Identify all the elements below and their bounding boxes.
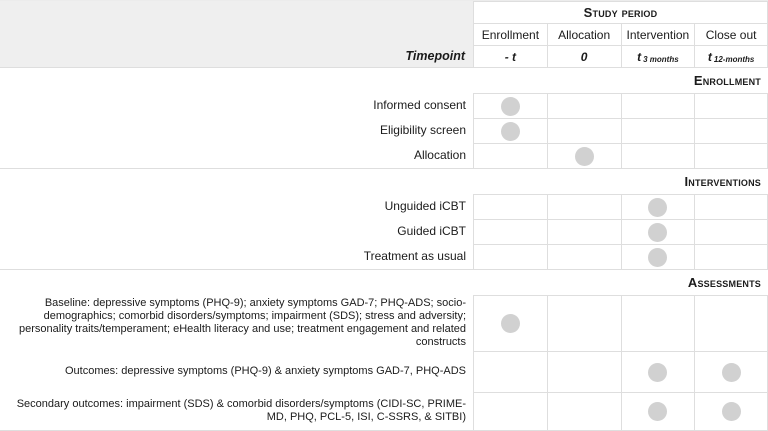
schedule-cell	[694, 351, 768, 392]
schedule-cell	[694, 194, 768, 219]
row-label: Allocation	[413, 148, 466, 162]
header-row-study-period: Study period	[0, 1, 768, 23]
schedule-cell	[546, 295, 621, 351]
schedule-cell	[546, 118, 621, 143]
table-row: Secondary outcomes: impairment (SDS) & c…	[0, 392, 768, 430]
timepoint-symbol: t	[707, 49, 712, 64]
activity-dot	[648, 222, 668, 242]
row-label: Secondary outcomes: impairment (SDS) & c…	[16, 398, 466, 423]
schedule-cell	[546, 143, 621, 168]
column-header-close-out: Close out	[694, 23, 768, 45]
schedule-cell	[620, 143, 695, 168]
timepoint-symbol: - t	[504, 49, 517, 64]
timepoint-cell-0: - t	[473, 45, 547, 67]
schedule-sections: Enrollment Informed consent Eligibility sc…	[0, 67, 768, 431]
column-header-intervention: Intervention	[620, 23, 695, 45]
schedule-cell	[546, 219, 621, 244]
timepoint-label: Timepoint	[0, 45, 473, 67]
table-row: Outcomes: depressive symptoms (PHQ-9) & …	[0, 351, 768, 392]
table-row: Allocation	[0, 143, 768, 168]
section-interventions: Interventions Unguided iCBT Guided iCBT Tre…	[0, 168, 768, 269]
schedule-cell	[620, 351, 695, 392]
row-label: Guided iCBT	[397, 224, 466, 238]
table-row: Baseline: depressive symptoms (PHQ-9); a…	[0, 295, 768, 351]
schedule-cell	[473, 143, 547, 168]
section-title-interventions: Interventions	[0, 168, 768, 194]
section-rows: Unguided iCBT Guided iCBT Treatment as usu…	[0, 194, 768, 269]
schedule-cell	[620, 219, 695, 244]
row-label: Treatment as usual	[363, 249, 466, 263]
schedule-cell	[694, 93, 768, 118]
timepoint-subscript: 3 months	[643, 55, 679, 64]
schedule-cell	[546, 93, 621, 118]
schedule-cell	[620, 244, 695, 269]
activity-dot	[648, 362, 668, 382]
header-corner	[0, 1, 473, 23]
section-title-assessments: Assessments	[0, 269, 768, 295]
section-enrollment: Enrollment Informed consent Eligibility sc…	[0, 67, 768, 168]
column-header-enrollment: Enrollment	[473, 23, 547, 45]
schedule-cell	[473, 244, 547, 269]
row-label: Outcomes: depressive symptoms (PHQ-9) & …	[65, 365, 466, 377]
schedule-cell	[473, 219, 547, 244]
schedule-cell	[694, 244, 768, 269]
schedule-cell	[473, 93, 547, 118]
schedule-cell	[620, 93, 695, 118]
activity-dot	[500, 314, 520, 333]
section-title-enrollment: Enrollment	[0, 67, 768, 93]
schedule-cell	[473, 351, 547, 392]
activity-dot	[648, 402, 668, 421]
table-row: Unguided iCBT	[0, 194, 768, 219]
schedule-cell	[473, 194, 547, 219]
schedule-cell	[694, 143, 768, 168]
schedule-cell	[694, 219, 768, 244]
timepoint-cell-1: 0	[546, 45, 621, 67]
activity-dot	[648, 197, 668, 217]
activity-dot	[648, 247, 668, 267]
schedule-cell	[620, 194, 695, 219]
table-row: Guided iCBT	[0, 219, 768, 244]
timepoint-subscript: 12-months	[713, 55, 755, 64]
activity-dot	[721, 362, 741, 382]
schedule-cell	[546, 244, 621, 269]
schedule-cell	[694, 118, 768, 143]
activity-dot	[500, 121, 520, 141]
table-row: Treatment as usual	[0, 244, 768, 269]
column-header-allocation: Allocation	[546, 23, 621, 45]
schedule-cell	[620, 392, 695, 430]
header-row-columns: Enrollment Allocation Intervention Close ou…	[0, 23, 768, 45]
table-row: Eligibility screen	[0, 118, 768, 143]
schedule-cell	[620, 295, 695, 351]
schedule-cell	[546, 351, 621, 392]
section-rows: Baseline: depressive symptoms (PHQ-9); a…	[0, 295, 768, 431]
schedule-cell	[694, 392, 768, 430]
row-label: Informed consent	[373, 98, 466, 112]
schedule-cell	[620, 118, 695, 143]
activity-dot	[574, 146, 594, 166]
row-label: Eligibility screen	[379, 123, 466, 137]
section-rows: Informed consent Eligibility screen Alloca…	[0, 93, 768, 168]
schedule-cell	[694, 295, 768, 351]
table-row: Informed consent	[0, 93, 768, 118]
activity-dot	[721, 402, 741, 421]
schedule-cell	[546, 392, 621, 430]
section-assessments: Assessments Baseline: depressive symptoms…	[0, 269, 768, 431]
activity-dot	[500, 96, 520, 116]
schedule-cell	[473, 118, 547, 143]
timepoint-symbol: 0	[580, 49, 588, 64]
header-corner	[0, 23, 473, 45]
schedule-cell	[473, 295, 547, 351]
row-label: Unguided iCBT	[384, 199, 466, 213]
schedule-cell	[473, 392, 547, 430]
study-period-header: Study period	[473, 1, 768, 23]
schedule-cell	[546, 194, 621, 219]
timepoint-cell-3: t 12-months	[694, 45, 768, 67]
row-label: Baseline: depressive symptoms (PHQ-9); a…	[19, 297, 466, 348]
timepoint-symbol: t	[637, 49, 642, 64]
